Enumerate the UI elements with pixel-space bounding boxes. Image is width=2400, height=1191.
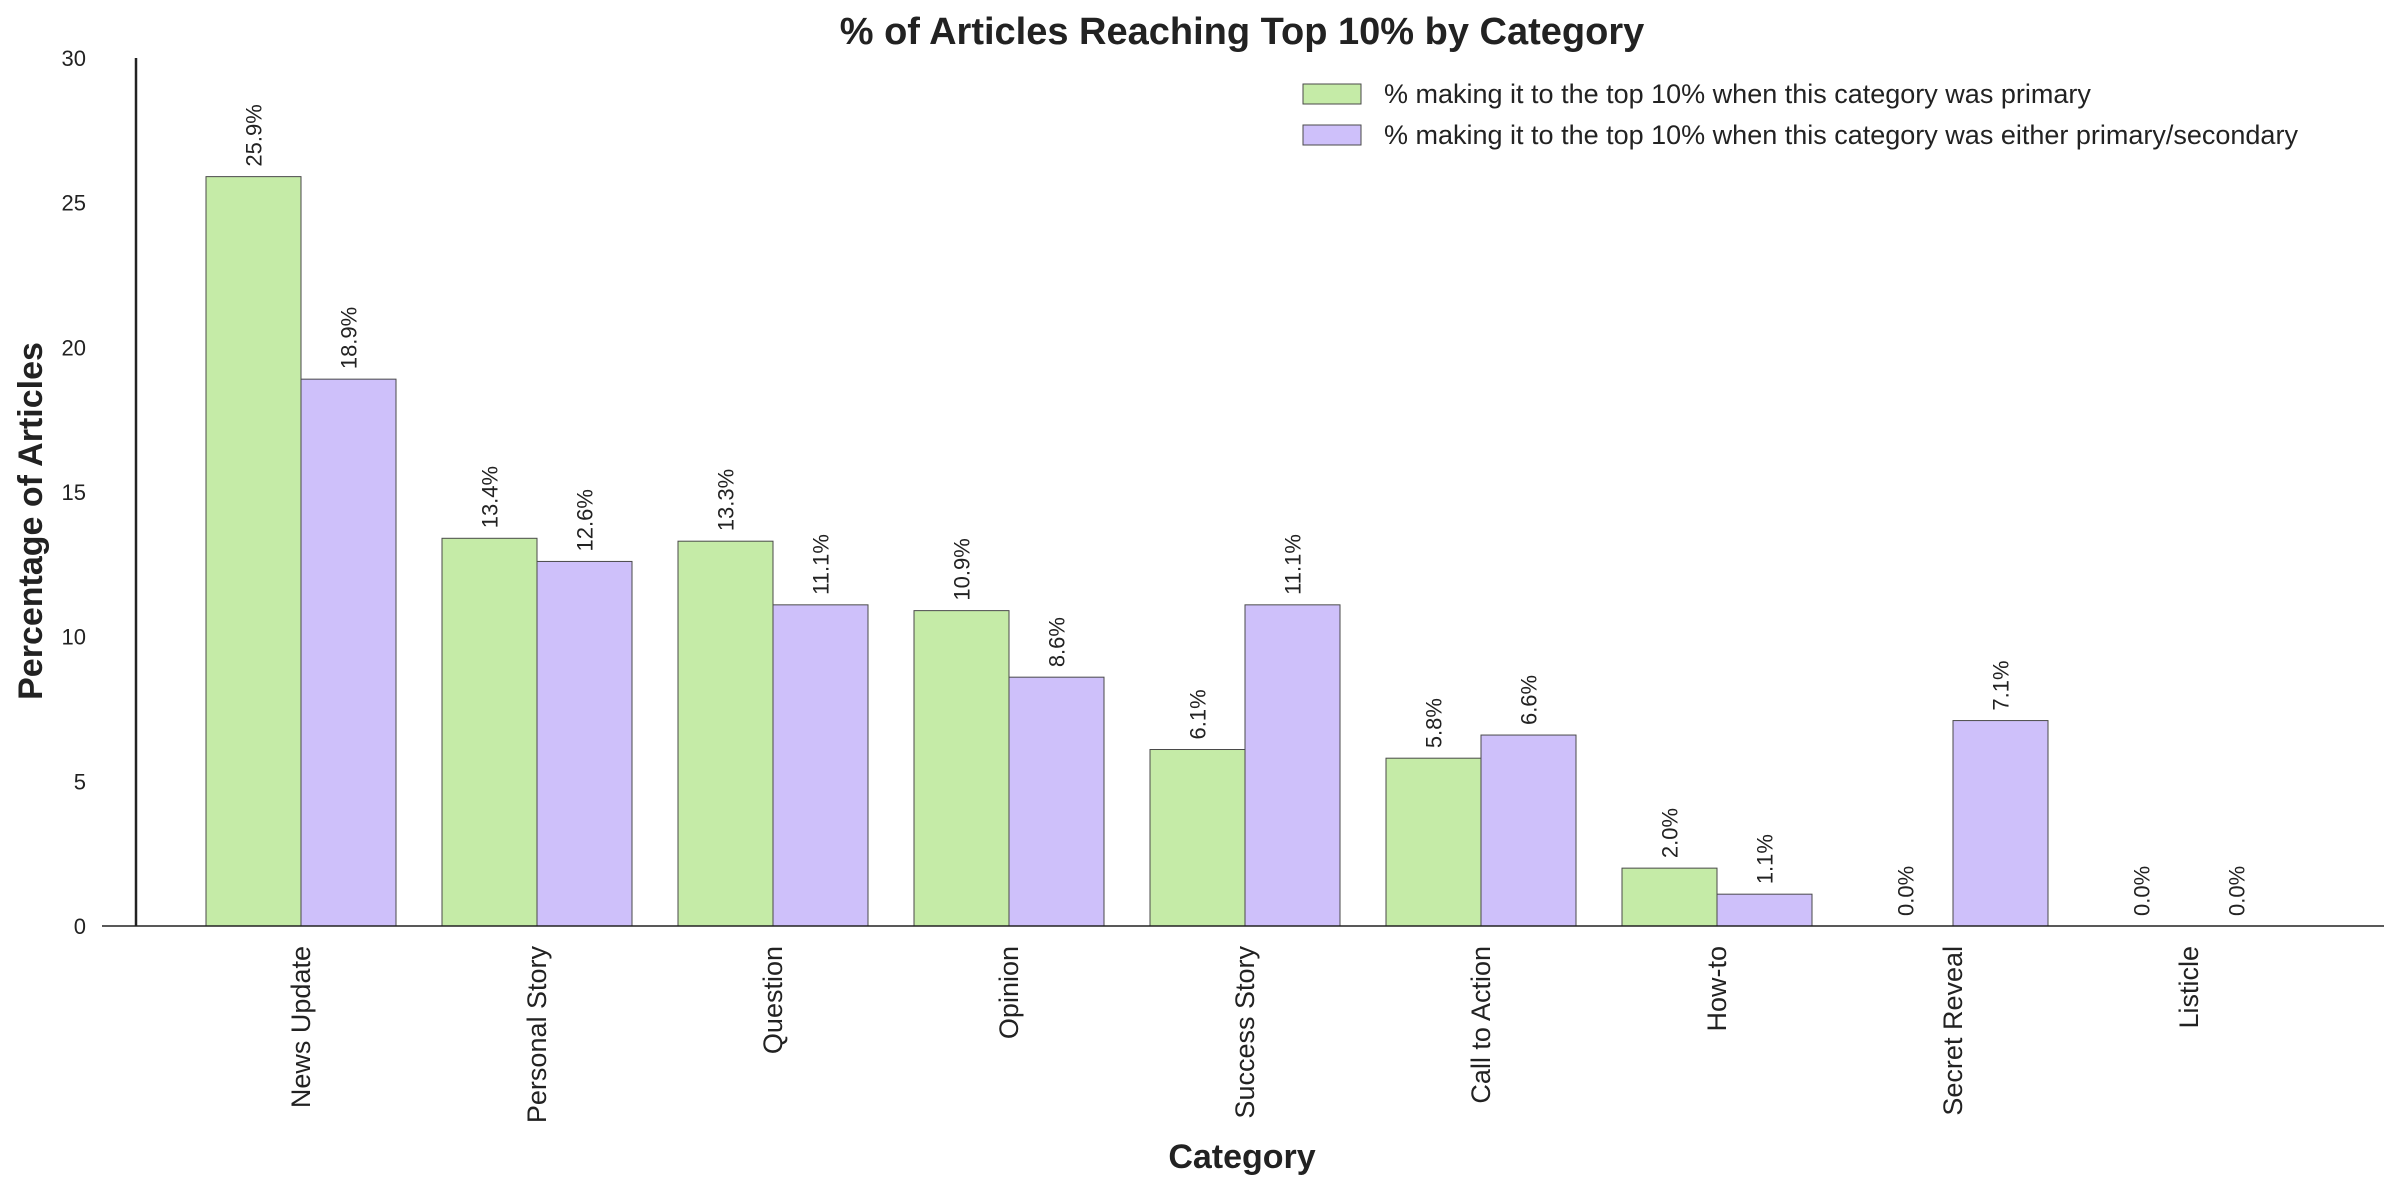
y-tick-label: 25	[62, 191, 86, 216]
y-tick-label: 20	[62, 335, 86, 360]
y-tick-label: 15	[62, 480, 86, 505]
bar-primary-secondary	[1008, 676, 1105, 927]
x-tick-label: Personal Story	[522, 946, 552, 1124]
bar-primary-secondary	[300, 378, 397, 927]
y-axis-label: Percentage of Articles	[12, 342, 50, 700]
x-axis-ticks: News Update Personal Story Question Opinion…	[286, 946, 2204, 1124]
y-tick-label: 30	[62, 46, 86, 71]
data-label: 25.9%	[242, 104, 267, 166]
bar-primary-secondary	[1952, 720, 2049, 927]
bar-primary-secondary	[1716, 893, 1813, 927]
bar-primary-secondary	[772, 604, 869, 927]
data-label: 0.0%	[1894, 866, 1919, 916]
data-labels-group: 25.9% 18.9% 13.4% 12.6% 13.3% 11.1% 10.9% 8.6% 6…	[242, 104, 2250, 916]
bar-primary	[677, 540, 774, 927]
legend-swatch	[1302, 124, 1362, 146]
bar-primary	[913, 610, 1010, 927]
data-label: 0.0%	[2130, 866, 2155, 916]
bar-primary-secondary	[536, 560, 633, 927]
x-tick-label: Secret Reveal	[1938, 946, 1968, 1116]
data-label: 12.6%	[573, 489, 598, 551]
bar-primary	[1149, 749, 1246, 927]
data-label: 13.4%	[478, 466, 503, 528]
bars-group	[205, 176, 2049, 927]
data-label: 0.0%	[2225, 866, 2250, 916]
data-label: 1.1%	[1753, 834, 1778, 884]
data-label: 5.8%	[1422, 698, 1447, 748]
x-tick-label: Success Story	[1230, 946, 1260, 1119]
y-axis-ticks: 0 5 10 15 20 25 30	[62, 46, 86, 939]
legend: % making it to the top 10% when this cat…	[1302, 79, 2298, 150]
data-label: 11.1%	[1281, 534, 1306, 595]
data-label: 6.6%	[1517, 675, 1542, 725]
bar-primary-secondary	[1480, 734, 1577, 927]
x-tick-label: Call to Action	[1466, 946, 1496, 1104]
data-label: 13.3%	[714, 469, 739, 531]
data-label: 18.9%	[337, 307, 362, 369]
bar-primary-secondary	[1244, 604, 1341, 927]
data-label: 8.6%	[1045, 617, 1070, 667]
data-label: 6.1%	[1186, 689, 1211, 739]
bar-primary	[205, 176, 302, 927]
y-tick-label: 5	[74, 769, 86, 794]
bar-primary	[441, 537, 538, 927]
x-tick-label: News Update	[286, 946, 316, 1108]
y-tick-label: 10	[62, 625, 86, 650]
x-tick-label: Question	[758, 946, 788, 1054]
legend-label: % making it to the top 10% when this cat…	[1384, 79, 2091, 109]
x-tick-label: How-to	[1702, 946, 1732, 1032]
bar-primary	[1621, 867, 1718, 927]
chart-title: % of Articles Reaching Top 10% by Catego…	[840, 11, 1645, 53]
bar-primary	[1385, 757, 1482, 927]
legend-label: % making it to the top 10% when this cat…	[1384, 120, 2298, 150]
x-tick-label: Listicle	[2174, 946, 2204, 1029]
x-tick-label: Opinion	[994, 946, 1024, 1039]
legend-swatch	[1302, 83, 1362, 105]
data-label: 10.9%	[950, 538, 975, 600]
data-label: 2.0%	[1658, 808, 1683, 858]
x-axis-label: Category	[1168, 1138, 1315, 1176]
y-tick-label: 0	[74, 914, 86, 939]
data-label: 11.1%	[809, 534, 834, 595]
data-label: 7.1%	[1989, 660, 2014, 710]
